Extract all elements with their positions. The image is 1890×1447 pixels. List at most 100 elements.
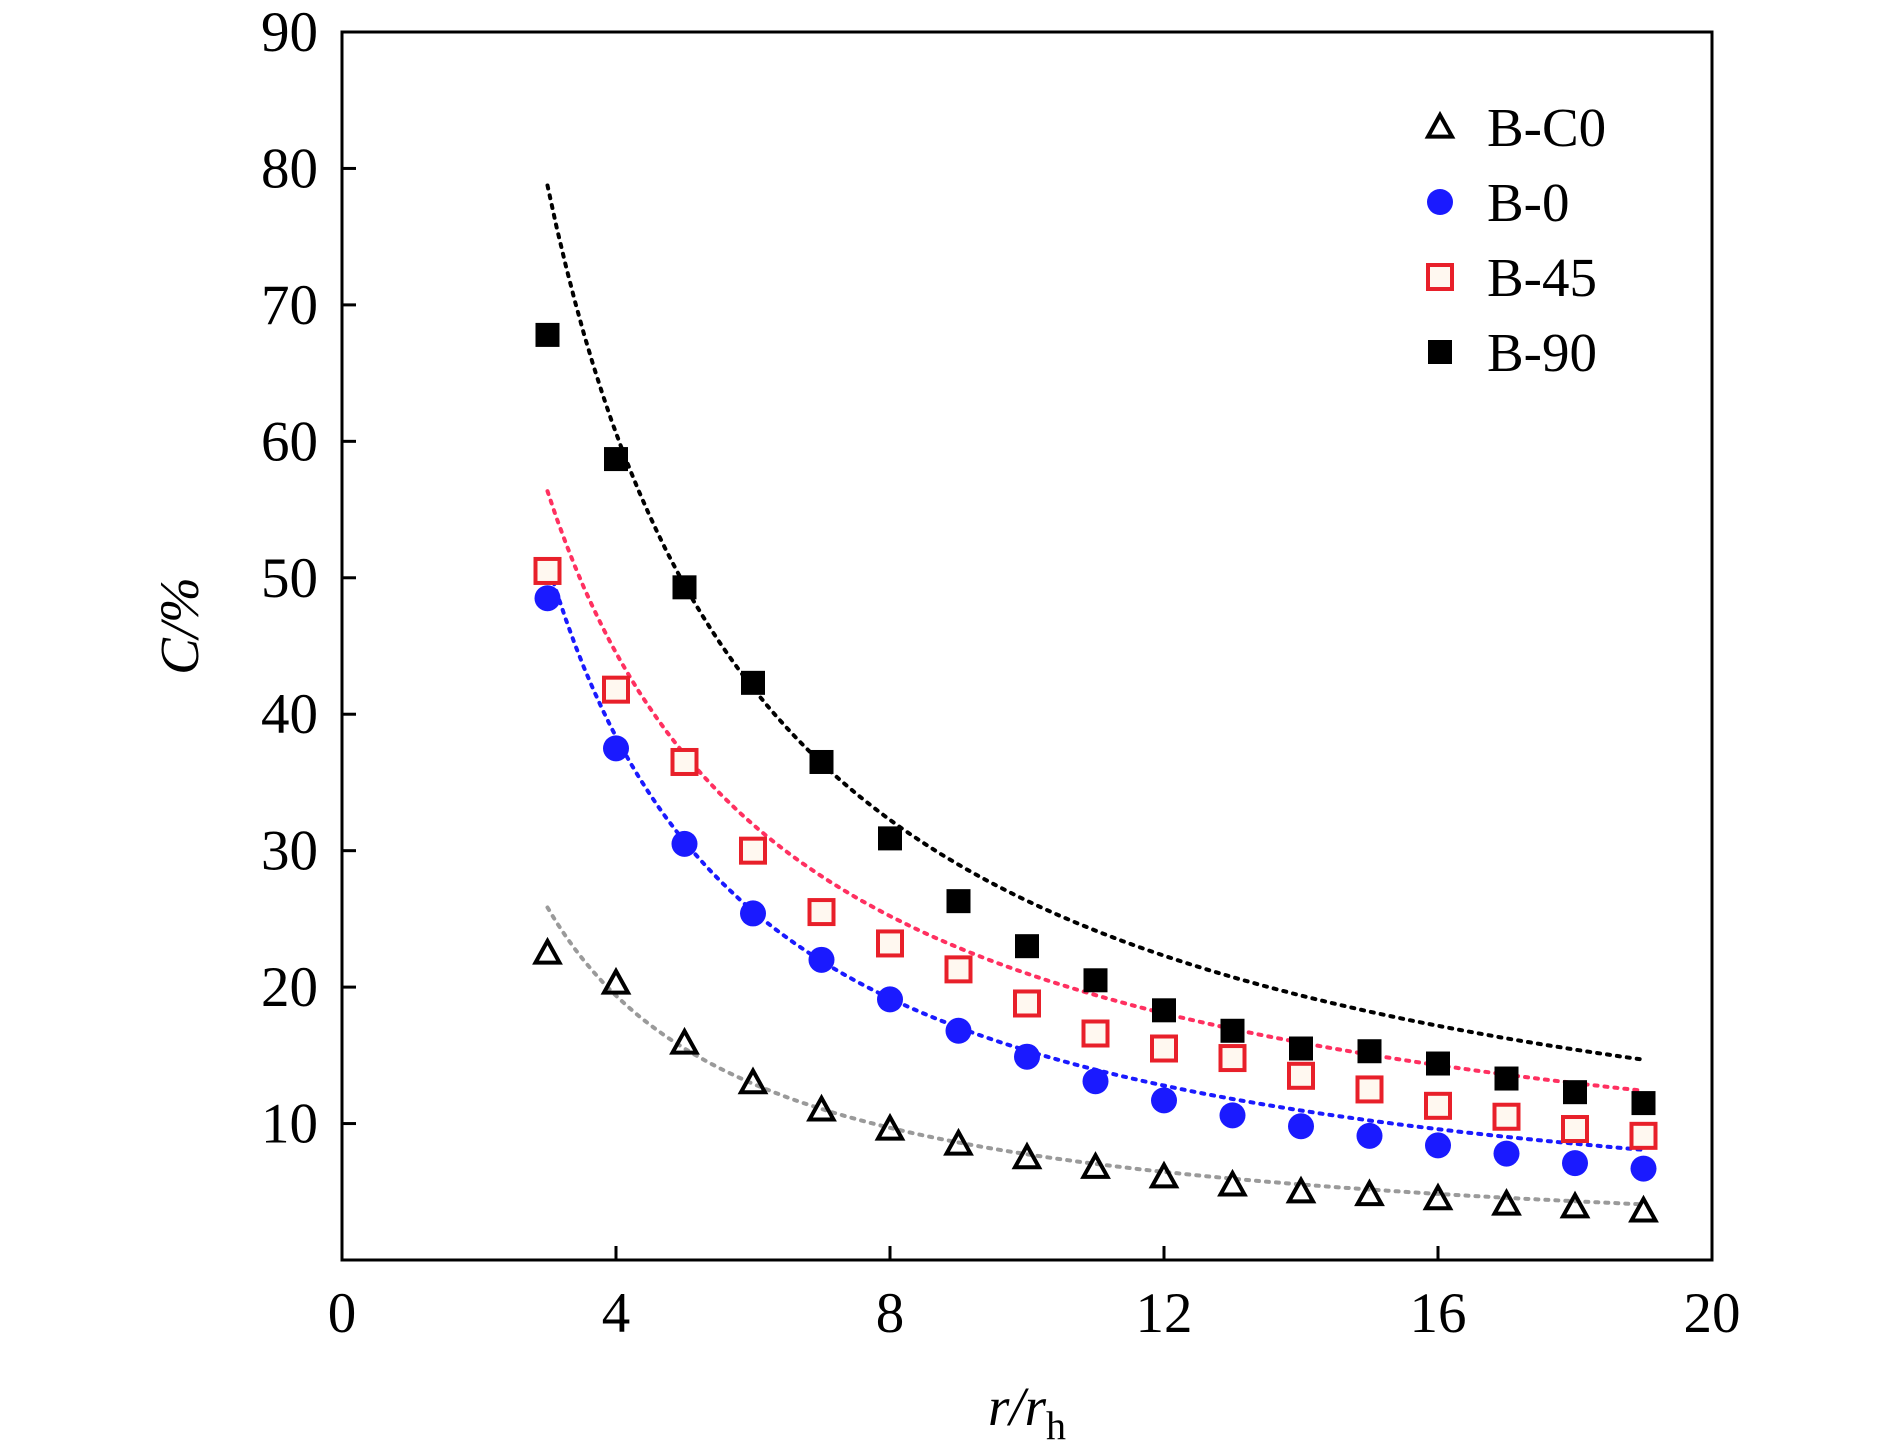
fit-curve-b-0 (545, 560, 1646, 1152)
data-point-b-c0 (1559, 1190, 1591, 1219)
legend-marker-b-c0 (1424, 110, 1456, 139)
data-point-b-0 (1356, 1122, 1383, 1149)
data-point-b-c0 (806, 1093, 837, 1122)
data-point-b-0 (945, 1017, 972, 1044)
y-tick-label: 50 (261, 547, 318, 610)
data-point-b-c0 (943, 1127, 974, 1156)
y-tick-label: 60 (261, 410, 318, 473)
y-tick-label: 70 (261, 274, 318, 337)
data-point-b-c0 (1354, 1178, 1385, 1207)
legend-label: B-C0 (1487, 97, 1606, 158)
x-axis-label: r/rh (988, 1376, 1066, 1447)
data-points (532, 322, 1659, 1223)
y-tick-label: 20 (261, 956, 318, 1019)
legend-label: B-0 (1487, 172, 1570, 233)
y-tick-label: 90 (261, 1, 318, 64)
data-point-b-0 (877, 986, 903, 1013)
data-point-b-0 (671, 830, 698, 857)
y-tick-label: 80 (261, 137, 318, 200)
data-point-b-0 (808, 946, 835, 973)
ticks: 0 4 8 12 16 20 10 20 30 40 50 60 70 80 90 (261, 1, 1741, 1345)
data-point-b-0 (1562, 1150, 1588, 1177)
data-point-b-45 (1287, 1061, 1315, 1090)
x-tick-label: 16 (1410, 1282, 1467, 1345)
x-tick-label: 20 (1684, 1282, 1741, 1345)
data-point-b-45 (602, 675, 630, 704)
data-point-b-c0 (1011, 1141, 1043, 1170)
data-point-b-c0 (737, 1066, 769, 1095)
data-point-b-45 (1081, 1019, 1110, 1048)
fit-curves (545, 183, 1646, 1207)
x-tick-label: 8 (876, 1282, 905, 1345)
data-point-b-45 (1013, 989, 1041, 1018)
legend-marker-b-90 (1428, 340, 1452, 364)
data-point-b-45 (1492, 1102, 1521, 1131)
data-point-b-0 (1082, 1068, 1109, 1095)
x-axis-label-main: r/r (988, 1376, 1047, 1437)
data-point-b-45 (1561, 1115, 1589, 1144)
data-point-b-0 (1014, 1043, 1040, 1070)
data-point-b-90 (809, 749, 834, 774)
data-point-b-0 (1219, 1102, 1246, 1129)
data-point-b-90 (1015, 934, 1039, 959)
data-point-b-0 (1425, 1132, 1451, 1159)
data-point-b-90 (672, 575, 697, 600)
legend-label: B-90 (1487, 322, 1597, 383)
data-point-b-90 (1152, 998, 1176, 1023)
data-point-b-45 (944, 955, 973, 984)
data-point-b-0 (1630, 1155, 1657, 1182)
data-point-b-c0 (669, 1026, 700, 1055)
data-point-b-45 (1424, 1091, 1452, 1120)
data-point-b-0 (1288, 1113, 1314, 1140)
axes (340, 30, 1714, 1262)
data-point-b-0 (603, 735, 629, 762)
data-point-b-c0 (1422, 1182, 1454, 1211)
data-point-b-0 (534, 585, 561, 612)
fit-curve-b-c0 (545, 905, 1646, 1207)
data-point-b-c0 (1217, 1168, 1248, 1197)
data-point-b-0 (1151, 1087, 1177, 1114)
legend-marker-b-45 (1426, 263, 1454, 291)
data-point-b-90 (1563, 1080, 1587, 1105)
data-point-b-90 (1631, 1091, 1656, 1116)
data-point-b-45 (876, 929, 904, 958)
data-point-b-c0 (874, 1112, 906, 1141)
data-point-b-45 (1218, 1044, 1247, 1073)
legend-marker-b-0 (1427, 189, 1453, 215)
y-tick-label: 30 (261, 820, 318, 883)
data-point-b-45 (807, 898, 836, 927)
data-point-b-c0 (1285, 1175, 1317, 1204)
y-axis-label-text: C/% (149, 577, 210, 675)
data-point-b-c0 (1491, 1187, 1522, 1216)
data-point-b-90 (535, 322, 560, 347)
fit-curve-b-45 (545, 489, 1646, 1093)
data-point-b-c0 (532, 936, 563, 965)
data-point-b-0 (1493, 1140, 1520, 1167)
data-point-b-90 (1220, 1018, 1245, 1043)
data-point-b-90 (1494, 1066, 1519, 1091)
data-point-b-c0 (1080, 1151, 1111, 1179)
data-point-b-90 (1357, 1039, 1382, 1064)
data-point-b-90 (1083, 968, 1108, 993)
data-point-b-90 (1426, 1051, 1450, 1076)
legend: B-C0 B-0 B-45 B-90 (1424, 97, 1606, 383)
data-point-b-90 (741, 670, 765, 695)
x-axis-label-subscript: h (1046, 1403, 1066, 1447)
data-point-b-c0 (1148, 1160, 1180, 1189)
y-tick-label: 10 (261, 1093, 318, 1156)
data-point-b-45 (739, 836, 767, 865)
y-axis-label: C/% (149, 577, 210, 675)
data-point-b-45 (1150, 1034, 1178, 1063)
data-point-b-90 (946, 889, 971, 914)
data-point-b-90 (1289, 1036, 1313, 1061)
data-point-b-45 (1355, 1075, 1384, 1104)
y-tick-label: 40 (261, 683, 318, 746)
fit-curve-b-90 (545, 183, 1646, 1062)
plot-area-frame (340, 30, 1714, 1262)
data-point-b-c0 (1628, 1194, 1659, 1223)
data-point-b-c0 (600, 966, 632, 995)
data-point-b-45 (1629, 1121, 1658, 1150)
data-point-b-45 (533, 556, 562, 585)
x-tick-label: 12 (1136, 1282, 1193, 1345)
